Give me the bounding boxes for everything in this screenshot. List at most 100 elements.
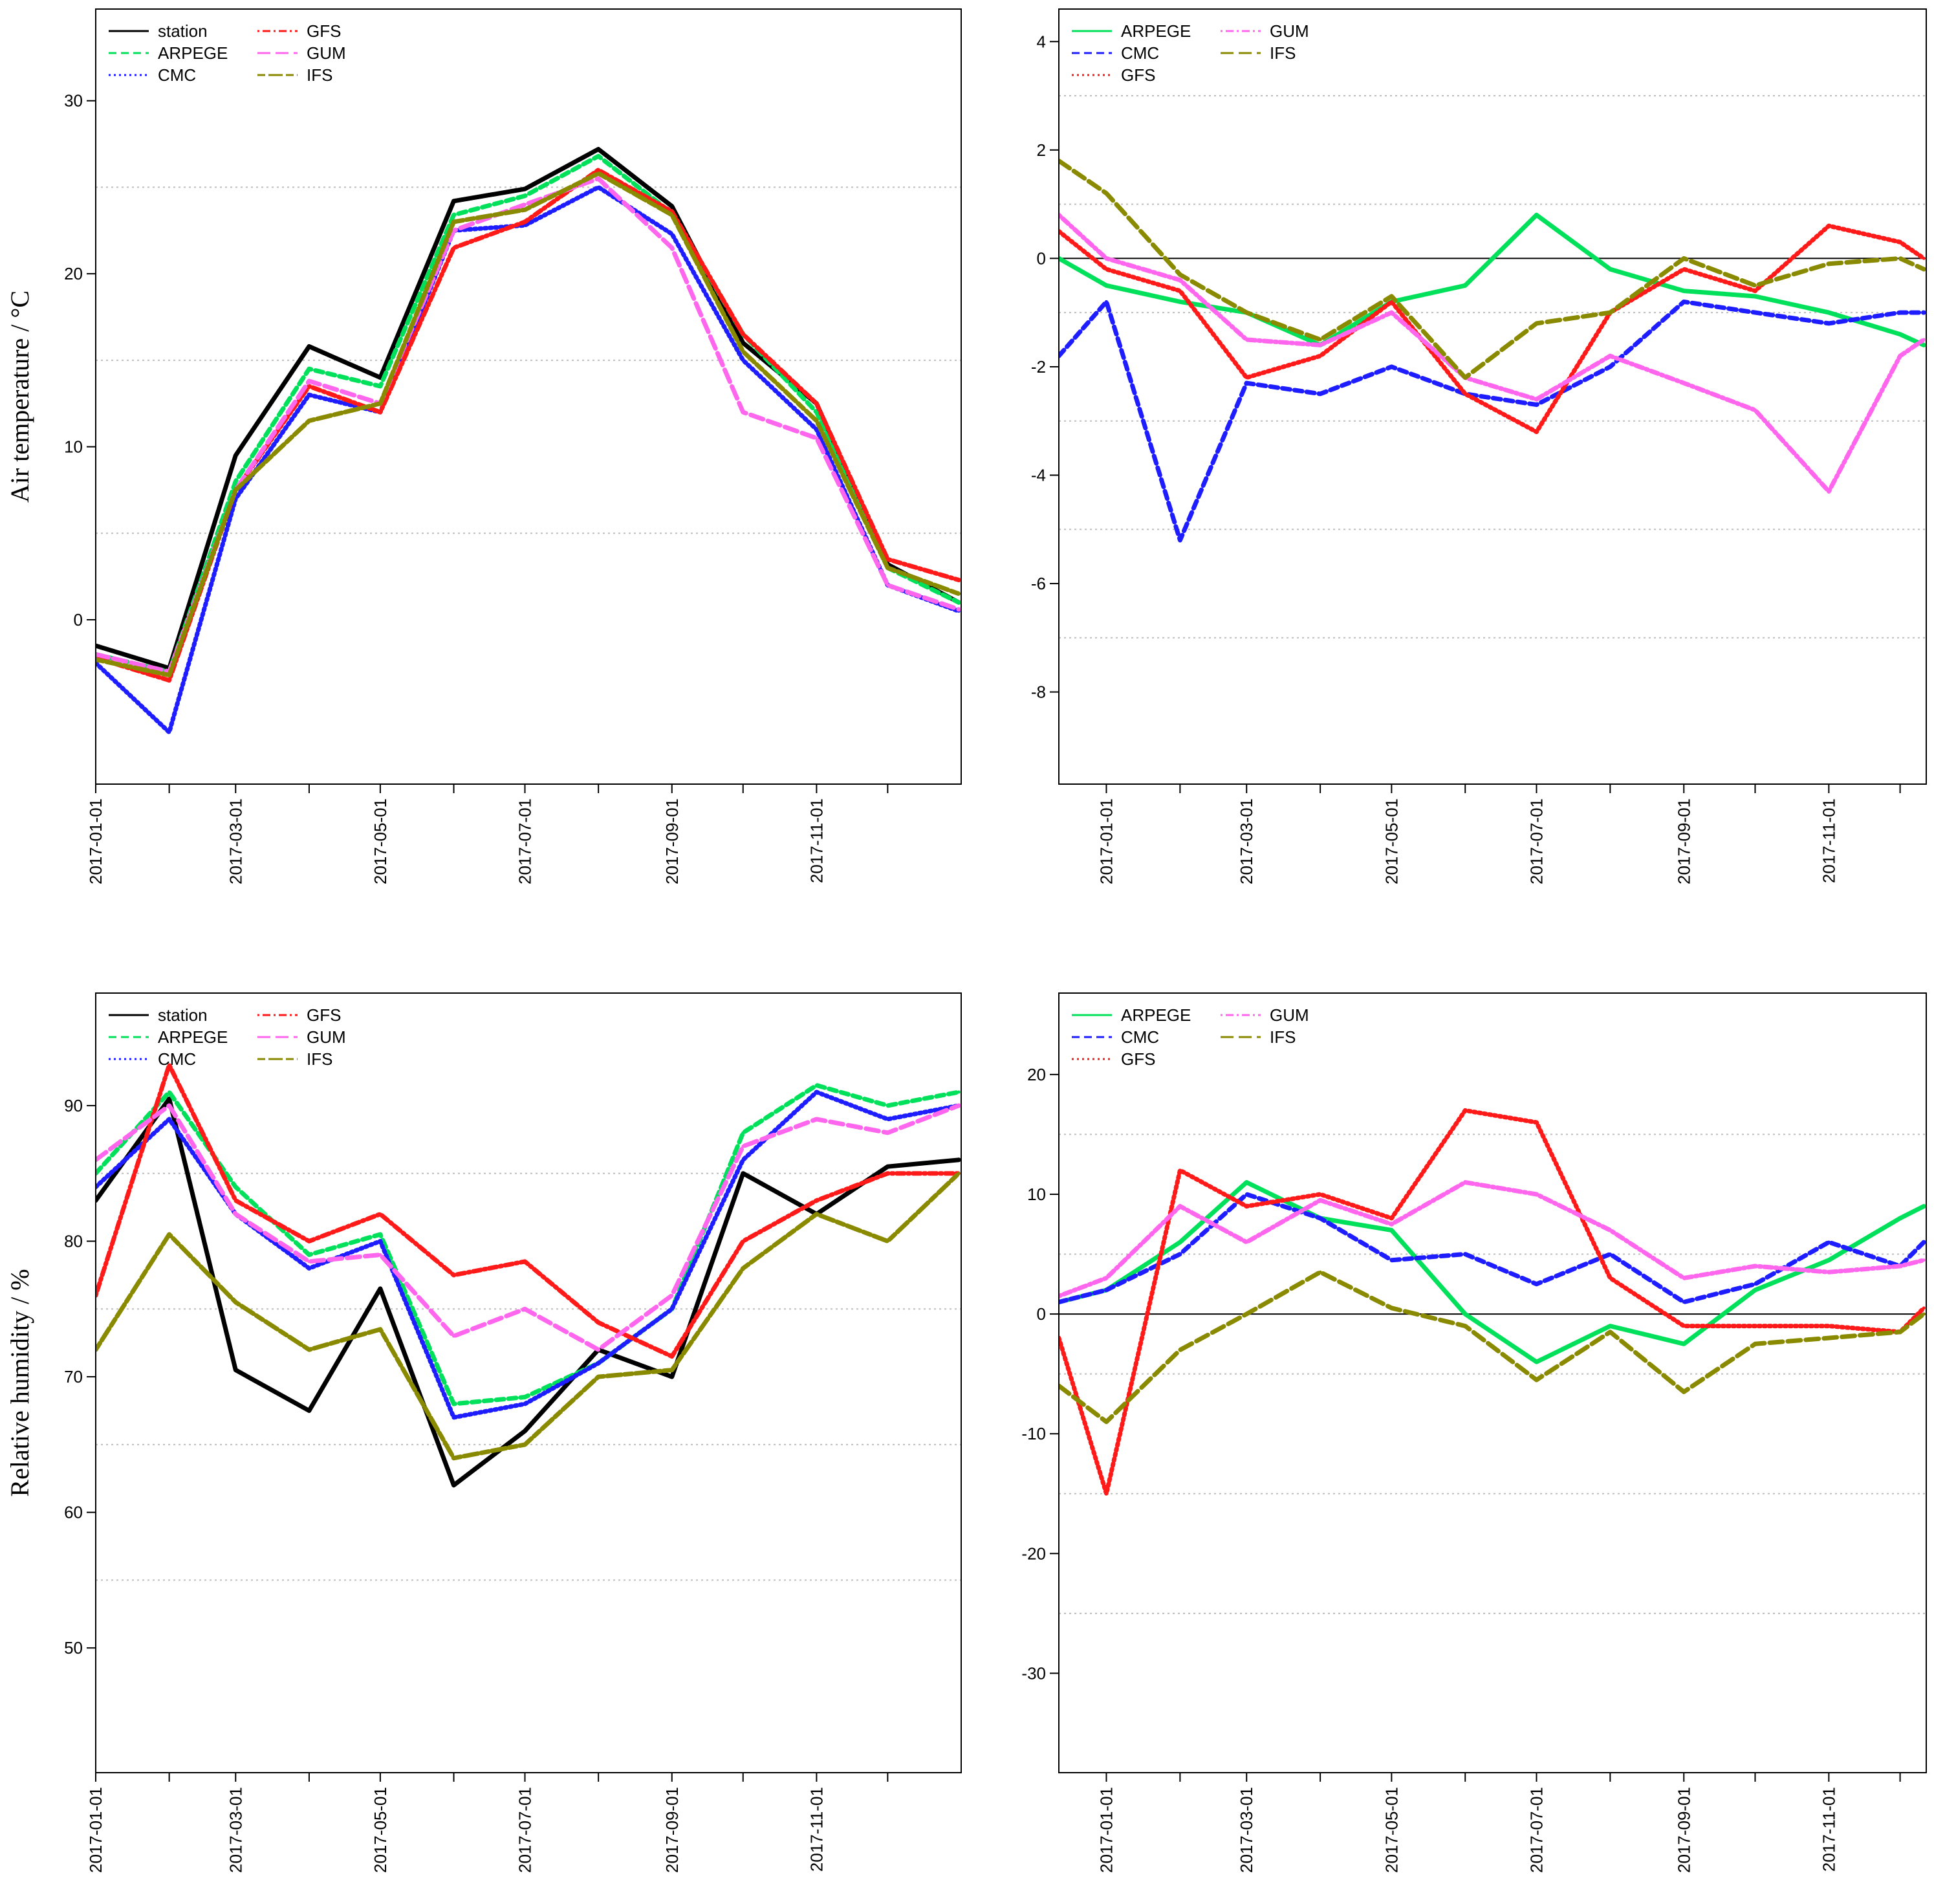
y-tick-label: 90 xyxy=(64,1096,83,1115)
x-tick-label: 2017-07-01 xyxy=(1527,1787,1546,1873)
data-point-ifs xyxy=(452,220,456,224)
legend-label-gum: GUM xyxy=(1270,21,1309,41)
data-point-gum xyxy=(1753,1264,1757,1268)
data-point-ifs xyxy=(1318,338,1322,342)
data-point-gum xyxy=(886,583,889,587)
x-tick-label: 2017-03-01 xyxy=(226,798,245,884)
legend-label-ifs: IFS xyxy=(1270,1027,1296,1047)
data-point-arpege xyxy=(1534,1360,1538,1364)
data-point-ifs xyxy=(1827,1336,1831,1340)
data-point-station xyxy=(523,187,527,191)
data-point-gum xyxy=(1827,490,1831,494)
legend-label-arpege: ARPEGE xyxy=(1121,1005,1191,1025)
data-point-ifs xyxy=(234,1300,237,1304)
data-point-gfs xyxy=(1682,1324,1686,1328)
data-point-cmc xyxy=(886,1117,889,1121)
y-tick-label: 0 xyxy=(1037,1304,1046,1324)
x-tick-label: 2017-11-01 xyxy=(1819,1787,1838,1872)
data-point-ifs xyxy=(378,1328,382,1331)
data-point-arpege xyxy=(452,1402,456,1406)
series-line-cmc xyxy=(1059,1192,1926,1305)
panel-air-temperature: 0 10 20 30 2017-01-01 2017-03-01 2017-05-01 201… xyxy=(5,8,962,884)
data-point-cmc xyxy=(1922,311,1926,314)
data-point-gfs xyxy=(670,1355,674,1359)
data-point-gum xyxy=(307,379,311,383)
data-point-arpege xyxy=(234,1185,237,1189)
plot-frame xyxy=(1058,8,1927,785)
data-point-gum xyxy=(1608,1228,1612,1232)
data-point-ifs xyxy=(596,1375,600,1379)
data-point-gum xyxy=(670,246,674,250)
data-point-cmc xyxy=(1534,403,1538,407)
data-point-gum xyxy=(741,1144,745,1148)
data-point-station xyxy=(957,1158,961,1162)
legend-label-cmc: CMC xyxy=(158,65,196,85)
legend-label-cmc: CMC xyxy=(1121,43,1159,63)
data-point-gfs xyxy=(307,1240,311,1243)
data-point-gfs xyxy=(1244,1204,1248,1208)
series-line-gum xyxy=(1059,212,1926,494)
legend-label-gum: GUM xyxy=(307,43,346,63)
x-tick-label: 2017-05-01 xyxy=(1382,1787,1401,1873)
data-point-gum xyxy=(1178,278,1182,282)
legend-label-cmc: CMC xyxy=(1121,1027,1159,1047)
data-point-ifs xyxy=(741,1266,745,1270)
data-point-cmc xyxy=(1389,1258,1393,1262)
data-point-gfs xyxy=(814,402,818,406)
y-tick-label: 2 xyxy=(1037,140,1046,160)
data-point-cmc xyxy=(1608,365,1612,369)
data-point-ifs xyxy=(1389,294,1393,298)
data-point-ifs xyxy=(168,673,171,677)
data-point-ifs xyxy=(1104,1420,1108,1424)
x-tick-label: 2017-11-01 xyxy=(1819,798,1838,883)
data-point-gum xyxy=(1922,1258,1926,1262)
data-point-cmc xyxy=(1178,538,1182,542)
data-point-arpege xyxy=(596,154,600,158)
data-point-arpege xyxy=(523,1395,527,1399)
legend-label-station: station xyxy=(158,1005,208,1025)
data-point-arpege xyxy=(523,194,527,198)
data-point-ifs xyxy=(1682,1390,1686,1394)
data-point-gfs xyxy=(168,1063,171,1067)
data-point-arpege xyxy=(1753,294,1757,298)
data-point-ifs xyxy=(1244,1312,1248,1316)
data-point-station xyxy=(307,344,311,348)
data-point-ifs xyxy=(1244,311,1248,314)
data-point-gfs xyxy=(1178,1168,1182,1172)
data-point-arpege xyxy=(1178,300,1182,303)
data-point-ifs xyxy=(523,1443,527,1447)
data-point-cmc xyxy=(1534,1282,1538,1286)
data-point-gfs xyxy=(1104,1492,1108,1496)
data-point-gum xyxy=(957,1104,961,1108)
data-point-gum xyxy=(596,177,600,181)
data-point-arpege xyxy=(307,1253,311,1256)
data-point-gfs xyxy=(1534,1121,1538,1124)
data-point-cmc xyxy=(1898,311,1902,314)
x-tick-label: 2017-05-01 xyxy=(371,798,390,884)
y-axis-title: Air temperature / °C xyxy=(5,290,34,503)
y-tick-label: 50 xyxy=(64,1638,83,1658)
data-point-gfs xyxy=(452,1273,456,1277)
data-point-gum xyxy=(307,1260,311,1264)
data-point-gfs xyxy=(1753,289,1757,293)
x-tick-label: 2017-07-01 xyxy=(516,798,535,884)
data-point-cmc xyxy=(168,1117,171,1121)
data-point-arpege xyxy=(1898,1216,1902,1220)
data-point-ifs xyxy=(957,1172,961,1176)
data-point-gum xyxy=(1389,1222,1393,1226)
data-point-arpege xyxy=(1682,1342,1686,1346)
data-point-station xyxy=(596,148,600,151)
data-point-gum xyxy=(814,1117,818,1121)
data-point-cmc xyxy=(1104,300,1108,303)
data-point-cmc xyxy=(1753,311,1757,314)
data-point-gfs xyxy=(1389,1216,1393,1220)
y-tick-label: -30 xyxy=(1021,1663,1046,1683)
data-point-ifs xyxy=(1922,267,1926,271)
data-point-gfs xyxy=(1244,376,1248,380)
data-point-cmc xyxy=(1922,1240,1926,1244)
data-point-arpege xyxy=(1922,343,1926,347)
legend-label-cmc: CMC xyxy=(158,1049,196,1069)
data-point-cmc xyxy=(1318,392,1322,396)
data-point-gfs xyxy=(886,557,889,561)
